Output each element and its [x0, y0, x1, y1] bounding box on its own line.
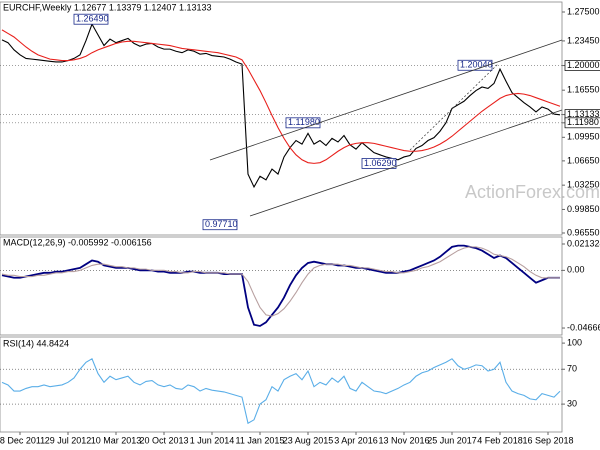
trend-dotted [409, 63, 499, 151]
annotation-label: 0.97710 [205, 219, 238, 229]
series-line [1, 29, 561, 164]
y-tick-label: 1.16550 [567, 85, 600, 95]
annotation-box [73, 13, 109, 25]
panel-frame [0, 1, 563, 236]
chart-title: EURCHF,Weekly 1.12677 1.13379 1.12407 1.… [3, 2, 211, 12]
y-tick-label: 0.96550 [567, 227, 600, 237]
channel-lower [249, 109, 563, 217]
y-tick-label: 1.11980 [567, 117, 599, 127]
annotation-box [361, 158, 397, 169]
y-tick-label: 1.13133 [567, 109, 600, 119]
panel-frame [0, 336, 563, 433]
y-tick-label: 0.021324 [567, 238, 600, 248]
x-tick-label: 4 Feb 2018 [477, 435, 523, 445]
annotation-box [457, 59, 493, 71]
x-tick-label: 18 Dec 2011 [0, 435, 45, 445]
x-tick-label: 11 Jan 2015 [236, 435, 285, 445]
watermark: ActionForex.com [465, 182, 600, 202]
x-tick-label: 25 Jun 2017 [427, 435, 477, 445]
series-line [1, 357, 561, 425]
y-tick-label: 70 [567, 364, 577, 374]
macd-title: MACD(12,26,9) -0.005992 -0.006156 [3, 237, 152, 247]
y-tick-label: 1.27500 [567, 6, 600, 16]
y-tick-label: 100 [567, 337, 582, 347]
annotation-label: 1.06290 [364, 158, 397, 168]
level-box [564, 60, 600, 71]
x-tick-label: 23 Aug 2015 [283, 435, 334, 445]
annotation-label: 1.11980 [288, 117, 320, 127]
y-tick-label: 30 [567, 398, 577, 408]
x-tick-label: 10 Mar 2013 [91, 435, 142, 445]
y-tick-label: 1.06650 [567, 155, 600, 165]
annotation-box [202, 219, 238, 231]
y-tick-label: 1.03250 [567, 180, 600, 190]
y-tick-label: 1.09950 [567, 132, 600, 142]
annotation-label: 1.26490 [76, 14, 109, 24]
x-tick-label: 16 Sep 2018 [522, 435, 573, 445]
y-tick-label: 1.20000 [567, 60, 600, 70]
y-tick-label: -0.046663 [567, 322, 600, 332]
y-tick-label: 0.99850 [567, 204, 600, 214]
x-tick-label: 20 Oct 2013 [139, 435, 188, 445]
series-line [1, 22, 561, 189]
x-tick-label: 29 Jul 2012 [45, 435, 92, 445]
panel-frame [0, 236, 563, 336]
y-tick-label: 0.00 [567, 265, 585, 275]
x-tick-label: 1 Jun 2014 [190, 435, 235, 445]
channel-upper [209, 39, 563, 161]
rsi-title: RSI(14) 44.8424 [3, 338, 69, 348]
x-tick-label: 3 Apr 2016 [334, 435, 378, 445]
series-line [1, 244, 560, 327]
x-tick-label: 13 Nov 2016 [378, 435, 429, 445]
y-tick-label: 1.23450 [567, 35, 600, 45]
annotation-label: 1.20040 [460, 60, 493, 70]
level-box [564, 117, 600, 129]
series-line [1, 246, 560, 317]
